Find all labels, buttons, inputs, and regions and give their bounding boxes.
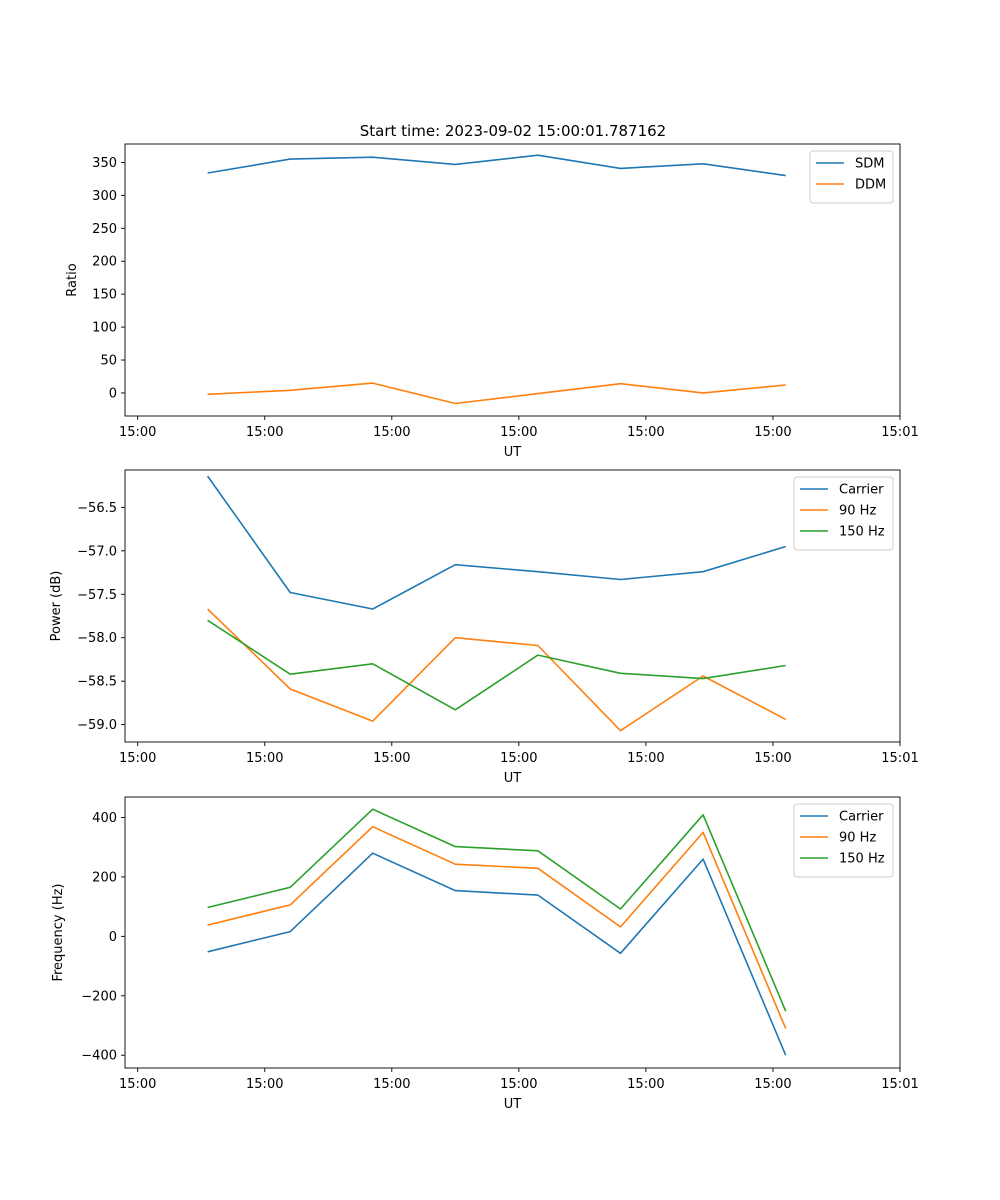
y-tick-label: −59.0 bbox=[77, 718, 117, 733]
legend-label: Carrier bbox=[839, 810, 884, 825]
legend-box bbox=[809, 150, 894, 204]
x-tick-label: 15:00 bbox=[119, 425, 156, 440]
x-tick-label: 15:00 bbox=[373, 1077, 410, 1092]
y-tick-label: −58.5 bbox=[77, 675, 117, 690]
x-tick-label: 15:00 bbox=[500, 1077, 537, 1092]
x-tick-label: 15:00 bbox=[627, 751, 664, 766]
axes-frame bbox=[124, 469, 901, 743]
legend: SDM DDM bbox=[809, 150, 894, 204]
axes-frame bbox=[124, 796, 901, 1069]
y-tick-label: 150 bbox=[92, 288, 117, 303]
y-tick-label: 400 bbox=[92, 811, 117, 826]
legend-label: SDM bbox=[855, 157, 884, 172]
legend-label: Carrier bbox=[839, 483, 884, 498]
series-line-carrier bbox=[206, 475, 786, 610]
x-tick-label: 15:00 bbox=[246, 1077, 283, 1092]
x-tick-label: 15:00 bbox=[246, 751, 283, 766]
series-line-150-hz bbox=[207, 808, 787, 1012]
x-tick-label: 15:00 bbox=[754, 425, 791, 440]
series-line-ddm bbox=[207, 382, 786, 405]
axes-frame bbox=[124, 143, 901, 417]
x-tick-label: 15:01 bbox=[881, 1077, 918, 1092]
legend-label: 150 Hz bbox=[839, 525, 885, 540]
series-line-150-hz bbox=[207, 619, 786, 711]
x-tick-label: 15:00 bbox=[500, 751, 537, 766]
chart-panel-3: 15:00 15:00 15:00 15:00 15:00 15:00 15:01 −400 −… bbox=[51, 796, 919, 1112]
x-tick-label: 15:00 bbox=[500, 425, 537, 440]
y-tick-label: 100 bbox=[92, 321, 117, 336]
legend: Carrier 90 Hz 150 Hz bbox=[793, 476, 894, 551]
y-axis-label: Power (dB) bbox=[49, 571, 64, 642]
y-axis-label: Frequency (Hz) bbox=[51, 883, 66, 981]
x-tick-label: 15:00 bbox=[373, 425, 410, 440]
legend-label: 90 Hz bbox=[839, 831, 876, 846]
y-axis-label: Ratio bbox=[65, 263, 80, 296]
y-tick-label: 50 bbox=[100, 354, 117, 369]
figure-title: Start time: 2023-09-02 15:00:01.787162 bbox=[360, 122, 666, 140]
legend-label: 90 Hz bbox=[839, 504, 876, 519]
x-axis-label: UT bbox=[504, 1097, 522, 1112]
legend-label: 150 Hz bbox=[839, 852, 885, 867]
y-tick-label: −58.0 bbox=[77, 631, 117, 646]
x-tick-label: 15:00 bbox=[627, 1077, 664, 1092]
series-line-90-hz bbox=[207, 825, 787, 1029]
x-tick-label: 15:00 bbox=[373, 751, 410, 766]
y-tick-label: −57.0 bbox=[77, 544, 117, 559]
y-tick-label: 0 bbox=[109, 930, 117, 945]
legend-label: DDM bbox=[855, 178, 886, 193]
y-tick-label: −57.5 bbox=[77, 588, 117, 603]
y-tick-label: 300 bbox=[92, 189, 117, 204]
legend: Carrier 90 Hz 150 Hz bbox=[793, 803, 894, 878]
y-tick-label: −400 bbox=[81, 1049, 117, 1064]
series-line-90-hz bbox=[207, 608, 787, 732]
x-tick-label: 15:00 bbox=[627, 425, 664, 440]
y-tick-label: −56.5 bbox=[77, 501, 117, 516]
x-axis-label: UT bbox=[504, 445, 522, 460]
x-tick-label: 15:00 bbox=[119, 1077, 156, 1092]
x-tick-label: 15:00 bbox=[754, 1077, 791, 1092]
y-tick-label: 200 bbox=[92, 255, 117, 270]
y-tick-label: 0 bbox=[109, 386, 117, 401]
series-line-sdm bbox=[207, 154, 786, 177]
x-tick-label: 15:00 bbox=[754, 751, 791, 766]
y-tick-label: −200 bbox=[81, 989, 117, 1004]
y-tick-label: 350 bbox=[92, 156, 117, 171]
x-tick-label: 15:01 bbox=[881, 751, 918, 766]
x-tick-label: 15:00 bbox=[119, 751, 156, 766]
series-line-carrier bbox=[207, 852, 787, 1056]
panels: 15:00 15:00 15:00 15:00 15:00 15:00 15:01 0 50 10… bbox=[49, 143, 919, 1112]
x-axis-label: UT bbox=[504, 771, 522, 786]
y-tick-label: 250 bbox=[92, 222, 117, 237]
x-tick-label: 15:01 bbox=[881, 425, 918, 440]
x-tick-label: 15:00 bbox=[246, 425, 283, 440]
chart-panel-1: 15:00 15:00 15:00 15:00 15:00 15:00 15:01 0 50 10… bbox=[65, 143, 919, 460]
chart-panel-2: 15:00 15:00 15:00 15:00 15:00 15:00 15:01 −59.0… bbox=[49, 469, 919, 786]
y-tick-label: 200 bbox=[92, 870, 117, 885]
